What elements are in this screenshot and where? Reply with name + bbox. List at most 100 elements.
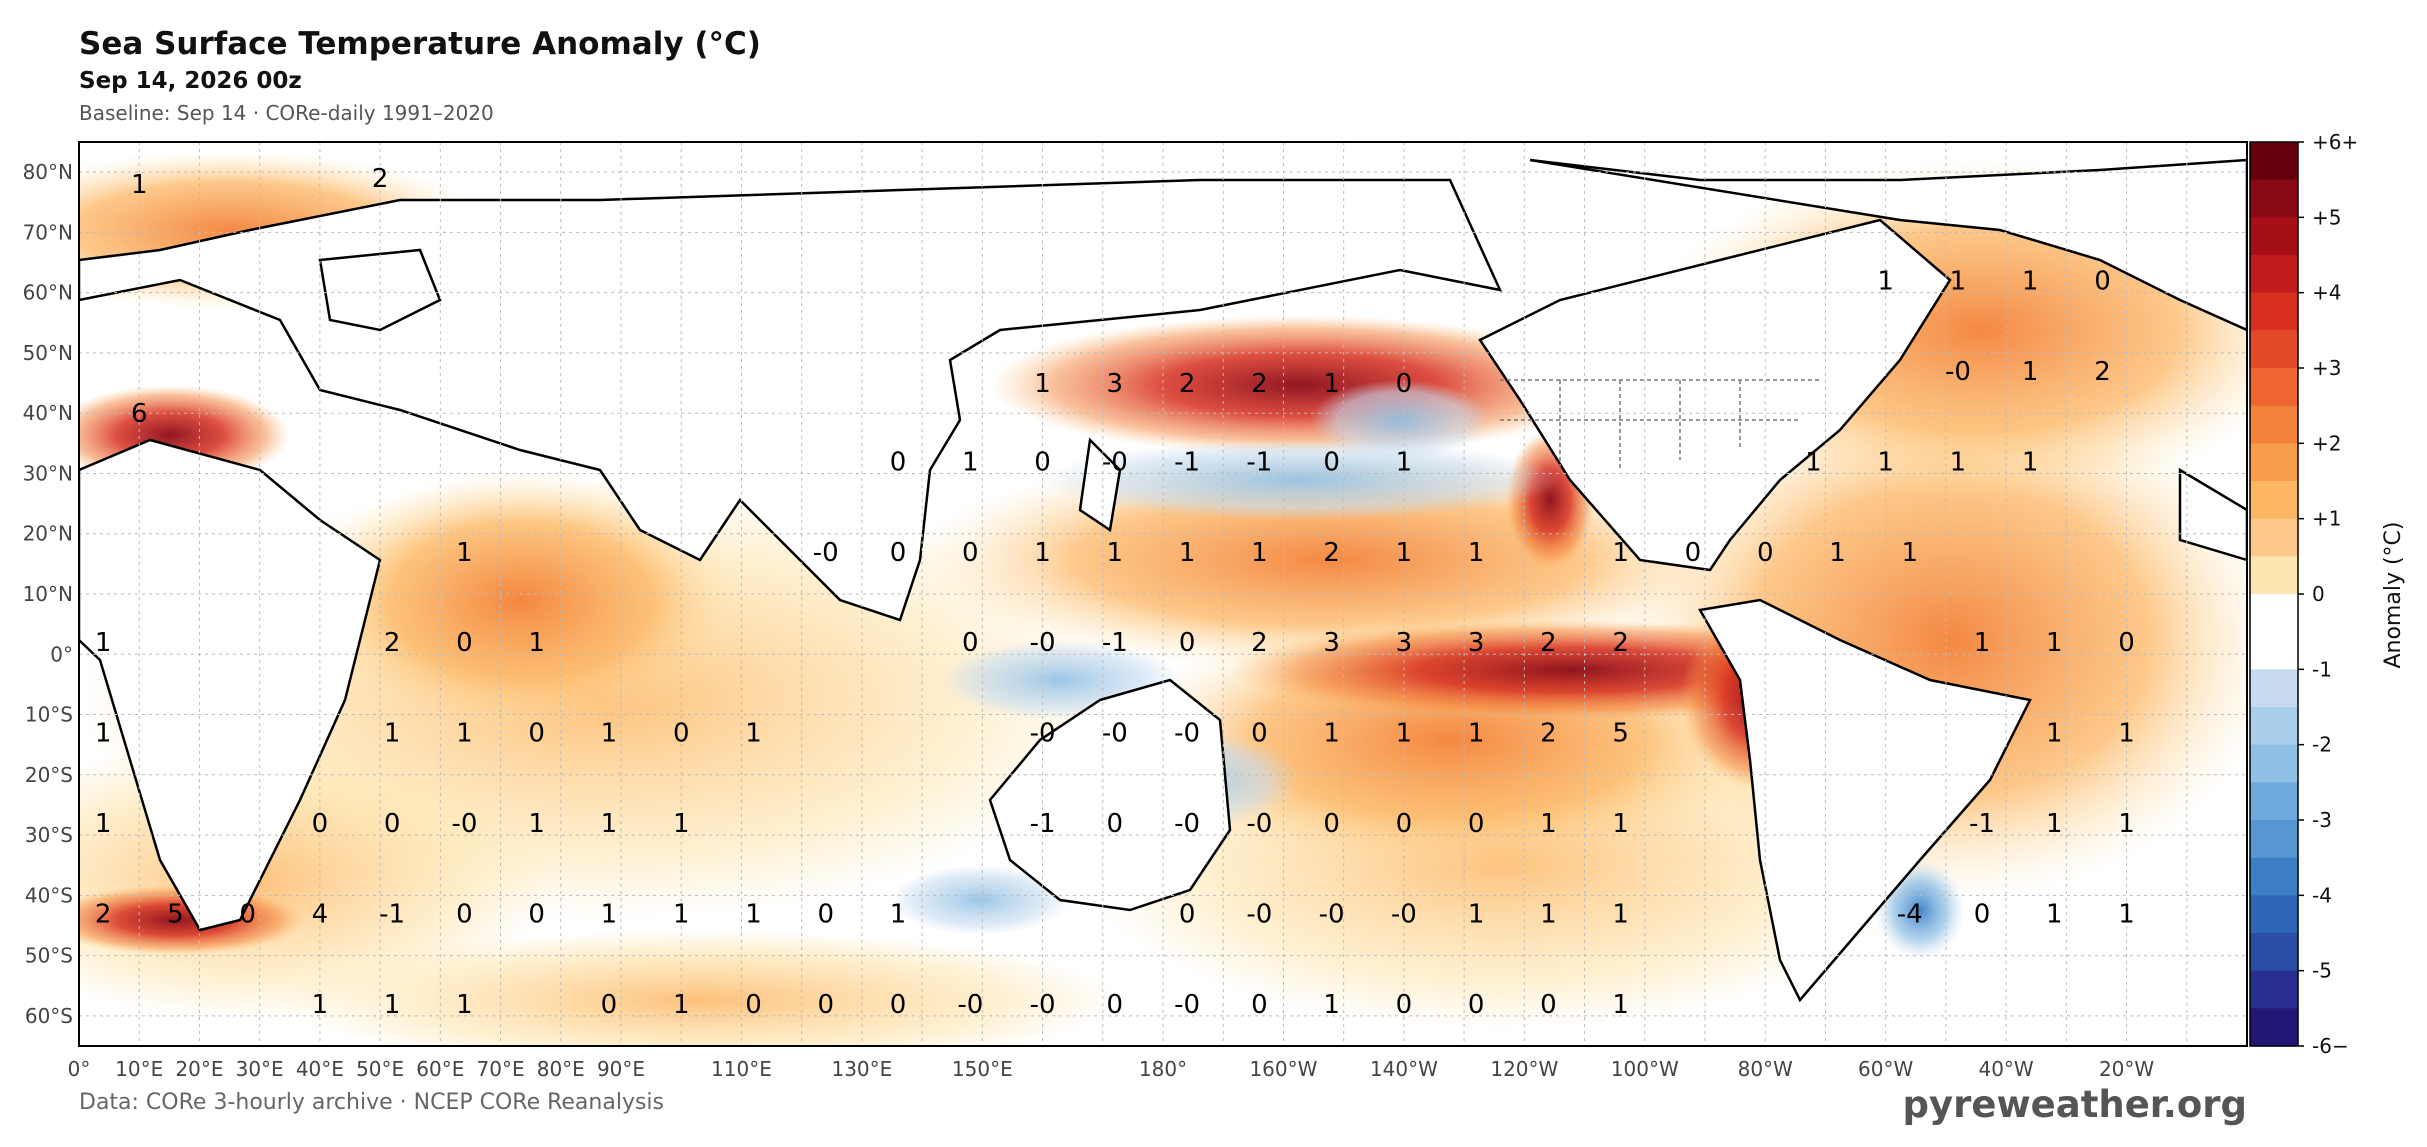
anomaly-value-label: 1: [456, 719, 473, 749]
colorbar-swatch: [2250, 970, 2298, 1009]
anomaly-value-label: -1: [1969, 809, 1995, 839]
anomaly-value-label: 0: [1757, 538, 1774, 568]
anomaly-value-label: 1: [962, 447, 979, 477]
lat-tick-label: 60°S: [25, 1004, 73, 1028]
anomaly-value-label: 1: [1107, 538, 1124, 568]
anomaly-value-label: 1: [601, 809, 618, 839]
colorbar-swatch: [2250, 669, 2298, 708]
anomaly-value-label: 5: [1612, 719, 1629, 749]
colorbar-swatch: [2250, 142, 2298, 181]
colorbar-tick-label: 0: [2312, 582, 2325, 606]
anomaly-value-label: 0: [2094, 267, 2111, 297]
lon-tick-label: 0°: [68, 1057, 91, 1081]
lat-tick-label: 70°N: [23, 220, 73, 244]
anomaly-value-label: 1: [1323, 369, 1340, 399]
anomaly-value-label: -0: [1319, 899, 1345, 929]
anomaly-value-label: 1: [1323, 990, 1340, 1020]
anomaly-value-label: 0: [384, 809, 401, 839]
anomaly-value-label: -0: [1174, 719, 1200, 749]
colorbar: [2249, 141, 2299, 1047]
anomaly-value-label: 0: [962, 628, 979, 658]
anomaly-value-label: 0: [1396, 369, 1413, 399]
anomaly-value-label: 1: [1877, 447, 1894, 477]
anomaly-value-label: 1: [1612, 899, 1629, 929]
anomaly-value-label: -4: [1897, 899, 1923, 929]
anomaly-value-label: -0: [1102, 447, 1128, 477]
anomaly-value-label: 1: [1468, 719, 1485, 749]
latitude-axis: 80°N 70°N 60°N 50°N 40°N 30°N 20°N 10°N 0° 10°S 20…: [23, 160, 73, 1028]
colorbar-tick-label: +4: [2312, 281, 2341, 305]
anomaly-value-label: -0: [1030, 719, 1056, 749]
anomaly-value-label: -0: [1102, 719, 1128, 749]
colorbar-swatch: [2250, 368, 2298, 407]
lon-tick-label: 150°E: [952, 1057, 1013, 1081]
colorbar-swatch: [2250, 255, 2298, 294]
anomaly-value-label: 1: [601, 899, 618, 929]
anomaly-value-label: 0: [456, 628, 473, 658]
lon-tick-label: 110°E: [711, 1057, 772, 1081]
anomaly-value-label: 1: [1034, 538, 1051, 568]
anomaly-value-label: 2: [1251, 628, 1268, 658]
anomaly-value-label: 0: [528, 899, 545, 929]
lat-tick-label: 50°N: [23, 341, 73, 365]
anomaly-value-label: -0: [1246, 899, 1272, 929]
anomaly-value-label: 0: [962, 538, 979, 568]
colorbar-swatch: [2250, 405, 2298, 444]
anomaly-value-label: 1: [1950, 447, 1967, 477]
colorbar-ticks: +6+ +5 +4 +3 +2 +1 0 -1 -2 -3 -4 -5 -6−: [2298, 130, 2358, 1058]
anomaly-value-label: 1: [2046, 719, 2063, 749]
lat-tick-label: 30°S: [25, 823, 73, 847]
anomaly-value-label: 0: [456, 899, 473, 929]
anomaly-value-label: 0: [1468, 809, 1485, 839]
anomaly-value-label: 0: [1251, 990, 1268, 1020]
colorbar-tick-label: +2: [2312, 431, 2341, 455]
anomaly-value-label: 0: [1540, 990, 1557, 1020]
anomaly-value-label: -1: [1102, 628, 1128, 658]
anomaly-value-label: -0: [1174, 809, 1200, 839]
anomaly-value-label: 0: [1396, 809, 1413, 839]
anomaly-value-label: 2: [384, 628, 401, 658]
anomaly-value-label: -0: [451, 809, 477, 839]
colorbar-tick-label: +3: [2312, 356, 2341, 380]
map-frame: [78, 141, 2248, 1047]
colorbar-swatch: [2250, 179, 2298, 218]
anomaly-value-label: 3: [1468, 628, 1485, 658]
anomaly-value-label: 1: [456, 990, 473, 1020]
anomaly-value-label: 1: [1877, 267, 1894, 297]
anomaly-value-label: 0: [890, 990, 907, 1020]
anomaly-value-label: 1: [1034, 369, 1051, 399]
lat-tick-label: 30°N: [23, 461, 73, 485]
map-date: Sep 14, 2026 00z: [79, 68, 302, 94]
anomaly-value-label: 1: [1540, 899, 1557, 929]
anomaly-value-label: -1: [1246, 447, 1272, 477]
land-layer: [79, 158, 2247, 1003]
lat-tick-label: 20°N: [23, 522, 73, 546]
anomaly-value-label: 1: [1396, 538, 1413, 568]
anomaly-value-label: 0: [1034, 447, 1051, 477]
colorbar-tick-label: +6+: [2312, 130, 2358, 154]
anomaly-value-label: 1: [1468, 899, 1485, 929]
anomaly-value-label: 1: [312, 990, 329, 1020]
lon-tick-label: 60°E: [416, 1057, 464, 1081]
anomaly-value-label: 0: [890, 538, 907, 568]
lat-tick-label: 80°N: [23, 160, 73, 184]
brand-watermark[interactable]: pyreweather.org: [1902, 1083, 2248, 1126]
lon-tick-label: 140°W: [1370, 1057, 1438, 1081]
anomaly-value-label: -0: [1174, 990, 1200, 1020]
longitude-axis: 0° 10°E 20°E 30°E 40°E 50°E 60°E 70°E 80°E 90°E 11…: [68, 1057, 2155, 1081]
data-source: Data: CORe 3-hourly archive · NCEP CORe …: [79, 1090, 665, 1115]
colorbar-tick-label: -5: [2312, 959, 2332, 983]
anomaly-value-label: 1: [1251, 538, 1268, 568]
anomaly-value-label: 0: [890, 447, 907, 477]
anomaly-value-label: 1: [1396, 447, 1413, 477]
lat-tick-label: 0°: [50, 642, 73, 666]
anomaly-value-label: 0: [1107, 809, 1124, 839]
anomaly-value-label: 1: [131, 170, 148, 200]
colorbar-swatch: [2250, 518, 2298, 557]
colorbar-swatch: [2250, 556, 2298, 595]
anomaly-value-label: -0: [1391, 899, 1417, 929]
lon-tick-label: 130°E: [831, 1057, 892, 1081]
anomaly-value-label: -0: [1945, 357, 1971, 387]
colorbar-swatch: [2250, 895, 2298, 934]
